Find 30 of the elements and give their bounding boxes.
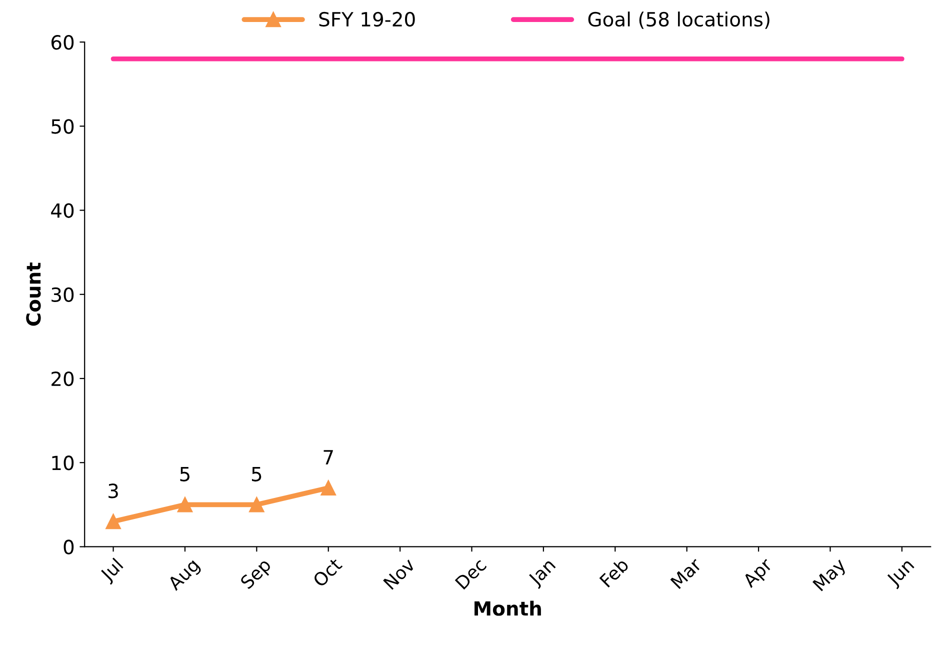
point [177, 497, 193, 512]
y-tick-label: 50 [52, 119, 74, 134]
x-tick-label: Oct [312, 556, 343, 588]
x-tick-label: Mar [670, 556, 703, 590]
point [249, 497, 264, 512]
x-tick-label: Apr [742, 556, 776, 591]
y-tick-label: 30 [52, 287, 74, 302]
x-tick-label: Nov [383, 557, 416, 590]
x-tick-label: Jun [886, 558, 917, 590]
point [106, 514, 121, 530]
y-tick-label: 60 [51, 35, 74, 50]
y-tick-label: 20 [52, 371, 74, 386]
x-axis-title: Month [474, 600, 541, 616]
x-tick-label: Jul [98, 558, 126, 585]
data-label: 5 [180, 466, 190, 482]
y-tick-label: 40 [51, 203, 74, 218]
y-tick-label: 10 [52, 456, 74, 470]
data-label: 7 [324, 450, 333, 464]
x-tick-label: Feb [598, 557, 630, 588]
y-tick-label: 0 [64, 540, 74, 554]
legend-label: Goal (58 locations) [588, 12, 770, 29]
y-axis-title: Count [26, 262, 41, 326]
x-tick-label: Dec [454, 558, 488, 590]
x-tick-label: Sep [240, 557, 274, 592]
point [320, 480, 336, 496]
data-label: 5 [252, 466, 262, 482]
legend-label: SFY 19-20 [319, 12, 415, 27]
data-label: 3 [108, 484, 118, 498]
x-tick-label: Aug [166, 558, 202, 594]
x-tick-label: Jan [527, 558, 558, 590]
